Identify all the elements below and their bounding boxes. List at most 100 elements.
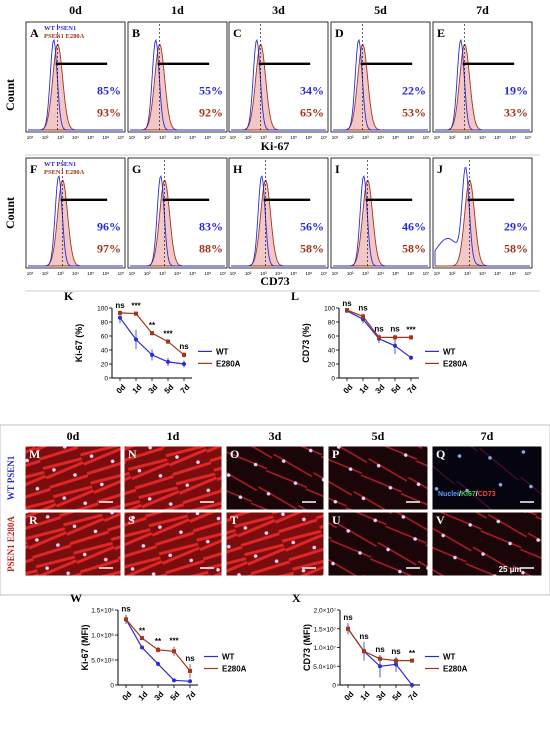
tick-label: 10³ bbox=[362, 271, 369, 276]
y-axis-label: CD73 (MFI) bbox=[302, 624, 312, 671]
panel-letter: S bbox=[128, 513, 135, 527]
mutant-percent: 58% bbox=[504, 242, 528, 256]
y-tick-label: 1.0×10⁷ bbox=[314, 645, 337, 652]
tick-label: 10⁷ bbox=[321, 135, 328, 140]
data-point bbox=[140, 645, 144, 650]
legend-label: E280A bbox=[222, 665, 247, 674]
flow-frame bbox=[432, 157, 533, 269]
tick-label: 10³ bbox=[57, 135, 64, 140]
panel-letter: N bbox=[128, 447, 137, 461]
y-tick-label: 1.5×10⁶ bbox=[91, 608, 114, 615]
flow-frame bbox=[330, 157, 431, 269]
y-tick-label: 0 bbox=[110, 683, 114, 690]
significance-label: *** bbox=[406, 325, 416, 334]
panel-letter: P bbox=[332, 447, 339, 461]
wt-histogram bbox=[333, 175, 428, 267]
legend-wt: WT PSEN1 bbox=[44, 25, 76, 32]
legend-label: E280A bbox=[443, 665, 468, 674]
panel-letter: O bbox=[230, 447, 239, 461]
mutant-percent: 88% bbox=[199, 242, 223, 256]
tick-label: 10⁷ bbox=[423, 271, 430, 276]
day-label: 1d bbox=[167, 429, 180, 443]
x-tick-label: 0d bbox=[342, 383, 355, 396]
row-label: PSEN1 E280A bbox=[6, 516, 16, 572]
data-point bbox=[172, 678, 176, 683]
flow-panel: H 56% 58% 10¹ 10² 10³ 10⁴ 10⁵ 10⁶ 10⁷ bbox=[228, 157, 329, 276]
data-point bbox=[182, 362, 186, 366]
y-tick-label: 0 bbox=[104, 376, 108, 383]
data-point bbox=[118, 310, 122, 315]
tick-label: 10² bbox=[42, 271, 49, 276]
significance-label: ** bbox=[409, 649, 416, 658]
flow-frame bbox=[330, 21, 431, 133]
significance-label: ns bbox=[359, 632, 369, 641]
panel-letter: K bbox=[64, 289, 74, 303]
flow-panel: E 19% 33% 10¹ 10² 10³ 10⁴ 10⁵ 10⁶ 10⁷ bbox=[432, 21, 533, 140]
day-label: 7d bbox=[476, 3, 489, 17]
tick-label: 10⁵ bbox=[290, 135, 297, 140]
day-label: 5d bbox=[372, 429, 385, 443]
tick-label: 10³ bbox=[362, 135, 369, 140]
data-point bbox=[118, 315, 122, 320]
tick-label: 10² bbox=[347, 135, 354, 140]
legend-wt: WT PSEN1 bbox=[44, 161, 76, 168]
micrograph bbox=[24, 445, 122, 511]
data-point bbox=[410, 658, 414, 663]
tick-label: 10⁷ bbox=[220, 135, 227, 140]
data-point bbox=[409, 335, 413, 340]
micrograph bbox=[327, 511, 429, 577]
y-axis-label: CD73 (%) bbox=[301, 323, 311, 363]
significance-label: ns bbox=[179, 342, 189, 351]
data-point bbox=[393, 335, 397, 340]
tick-label: 10⁴ bbox=[377, 271, 384, 276]
legend-label: WT bbox=[443, 653, 456, 662]
legend-label: WT bbox=[216, 347, 229, 356]
data-point bbox=[361, 314, 365, 319]
data-point bbox=[394, 662, 398, 667]
panel-letter: A bbox=[30, 26, 39, 40]
mutant-percent: 58% bbox=[402, 242, 426, 256]
wt-percent: 83% bbox=[199, 220, 223, 234]
tick-label: 10⁶ bbox=[305, 271, 312, 276]
row2-x-title: CD73 bbox=[260, 274, 289, 288]
tick-label: 10⁴ bbox=[275, 135, 282, 140]
x-tick-label: 5d bbox=[390, 383, 403, 396]
data-point bbox=[409, 355, 413, 360]
flow-frame bbox=[228, 21, 329, 133]
row2-count-label: Count bbox=[3, 197, 17, 229]
data-point bbox=[378, 656, 382, 661]
x-tick-label: 7d bbox=[406, 383, 419, 396]
x-tick-label: 1d bbox=[358, 383, 371, 396]
panel-letter: W bbox=[70, 591, 82, 605]
significance-label: ** bbox=[155, 637, 162, 646]
tick-label: 10³ bbox=[464, 271, 471, 276]
tick-label: 10⁵ bbox=[87, 271, 94, 276]
data-point bbox=[166, 359, 170, 364]
tick-label: 10⁶ bbox=[509, 271, 516, 276]
tick-label: 10⁴ bbox=[72, 271, 79, 276]
flow-frame bbox=[25, 21, 126, 133]
micrograph bbox=[24, 511, 122, 577]
wt-histogram bbox=[434, 167, 530, 267]
significance-label: ns bbox=[343, 613, 353, 622]
tick-label: 10¹ bbox=[332, 135, 339, 140]
y-tick-label: 0 bbox=[332, 683, 336, 690]
x-tick-label: 5d bbox=[391, 690, 404, 703]
y-tick-label: 0 bbox=[331, 376, 335, 383]
tick-label: 10² bbox=[449, 271, 456, 276]
panel-letter: M bbox=[29, 447, 40, 461]
wt-histogram bbox=[28, 38, 123, 131]
data-point bbox=[182, 352, 186, 357]
tick-label: 10³ bbox=[260, 135, 267, 140]
wt-histogram bbox=[28, 175, 123, 267]
tick-label: 10⁶ bbox=[407, 135, 414, 140]
row-label: WT PSEN1 bbox=[6, 455, 16, 500]
tick-label: 10⁶ bbox=[204, 271, 211, 276]
data-point bbox=[150, 352, 154, 357]
x-tick-label: 0d bbox=[121, 690, 134, 703]
x-tick-label: 0d bbox=[115, 383, 128, 396]
mutant-percent: 58% bbox=[300, 242, 324, 256]
tick-label: 10⁶ bbox=[509, 135, 516, 140]
significance-label: ns bbox=[115, 301, 125, 310]
tick-label: 10⁴ bbox=[275, 271, 282, 276]
